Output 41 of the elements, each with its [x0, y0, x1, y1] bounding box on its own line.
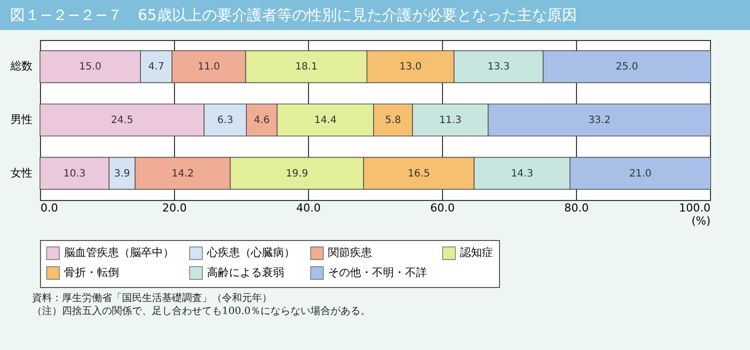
data-label: 11.3 — [439, 115, 462, 126]
legend-label: 心疾患（心臓病） — [206, 246, 295, 260]
data-label: 13.0 — [399, 62, 422, 73]
legend-label: 認知症 — [460, 246, 493, 260]
data-label: 11.0 — [198, 62, 220, 73]
x-tick-label: 60.0 — [430, 202, 455, 214]
x-tick-label: 0.0 — [40, 202, 58, 214]
x-tick-label: 80.0 — [564, 202, 589, 214]
x-axis-title: (%) — [691, 214, 710, 228]
y-tick-label: 男性 — [10, 113, 32, 126]
data-label: 14.4 — [314, 115, 337, 126]
text: （注）四捨五入の関係で、足し合わせても100.0％にならない場合がある。 — [32, 305, 372, 318]
legend-label: 骨折・転倒 — [64, 266, 119, 279]
data-label: 6.3 — [217, 115, 234, 126]
data-label: 4.7 — [148, 62, 164, 73]
legend-label: その他・不明・不詳 — [328, 266, 427, 279]
legend-label: 関節疾患 — [328, 246, 372, 260]
data-label: 4.6 — [254, 115, 270, 126]
data-label: 21.0 — [629, 168, 652, 180]
data-label: 15.0 — [79, 62, 102, 73]
data-label: 14.3 — [510, 168, 534, 180]
data-label: 33.2 — [588, 115, 611, 126]
data-label: 10.3 — [63, 168, 86, 180]
data-label: 13.3 — [487, 62, 510, 73]
data-label: 5.8 — [385, 115, 402, 126]
data-label: 25.0 — [616, 62, 638, 73]
data-label: 14.2 — [172, 168, 194, 180]
x-tick-label: 40.0 — [296, 202, 321, 214]
data-label: 24.5 — [110, 115, 134, 126]
y-tick-label: 女性 — [10, 166, 32, 180]
data-label: 18.1 — [295, 62, 318, 73]
data-label: 3.9 — [114, 168, 130, 180]
data-label: 19.9 — [286, 168, 308, 180]
data-label: 16.5 — [408, 168, 430, 180]
y-tick-label: 総数 — [10, 60, 32, 73]
x-tick-label: 100.0 — [679, 202, 710, 214]
legend-label: 脳血管疾患（脳卒中） — [64, 246, 174, 260]
text: 資料：厚生労働省「国民生活基礎調査」（令和元年） — [32, 292, 273, 305]
legend-label: 高齢による衰弱 — [207, 266, 284, 279]
x-tick-label: 20.0 — [162, 202, 187, 214]
chart-title: 図１−２−２−７ 65歳以上の要介護者等の性別に見た介護が必要となった主な原因 — [0, 0, 750, 30]
